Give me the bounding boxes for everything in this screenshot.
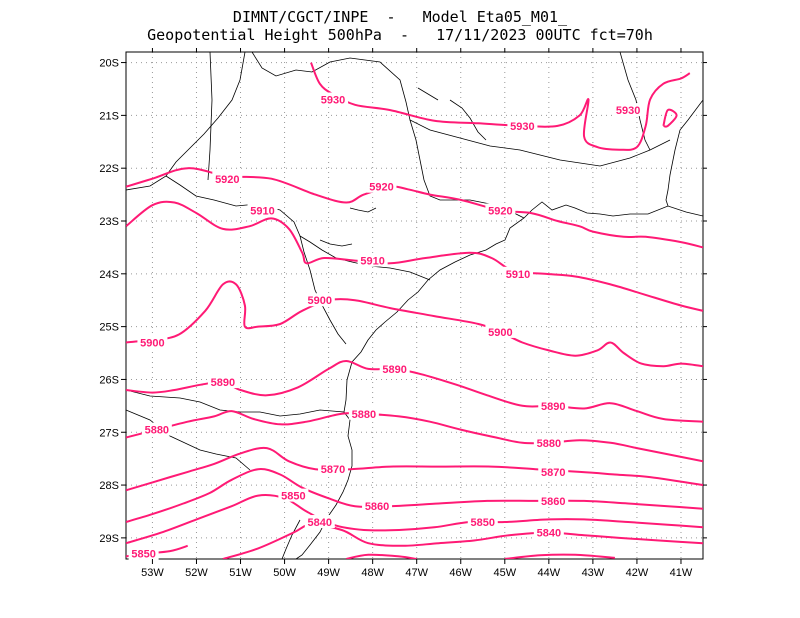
- contour-label-5890: 5890: [382, 364, 406, 376]
- contour-line-5930: [662, 108, 678, 128]
- contour-label-bg: [278, 488, 309, 502]
- contour-label-bg: [362, 499, 393, 513]
- contour-label-5880: 5880: [145, 425, 169, 437]
- x-tick-label: 53W: [141, 567, 164, 579]
- contour-label-5890: 5890: [211, 377, 235, 389]
- contour-label-bg: [613, 103, 644, 117]
- contour-label-bg: [503, 266, 534, 280]
- contour-label-bg: [207, 375, 238, 389]
- contour-label-5900: 5900: [140, 337, 164, 349]
- contour-label-bg: [304, 293, 335, 307]
- contour-label-5880: 5880: [352, 409, 376, 421]
- contour-label-5900: 5900: [308, 295, 332, 307]
- x-tick-label: 44W: [538, 567, 561, 579]
- contour-label-5900: 5900: [488, 327, 512, 339]
- contour-line-5860: [126, 468, 703, 523]
- contour-label-bg: [485, 324, 516, 338]
- contour-label-bg: [318, 92, 349, 106]
- y-tick-label: 22S: [99, 163, 119, 175]
- x-tick-label: 51W: [229, 567, 252, 579]
- contour-line-5880: [126, 410, 703, 463]
- y-tick-label: 23S: [99, 216, 119, 228]
- y-tick-label: 24S: [99, 269, 119, 281]
- contour-label-5910: 5910: [360, 256, 384, 268]
- y-tick-label: 26S: [99, 374, 119, 386]
- contour-line-5900: [126, 280, 703, 368]
- contour-label-bg: [379, 361, 410, 375]
- contour-line-5850: [126, 494, 703, 545]
- contour-label-bg: [128, 546, 159, 560]
- contour-label-5920: 5920: [369, 182, 393, 194]
- contour-label-5930: 5930: [616, 105, 640, 117]
- contour-label-5920: 5920: [488, 205, 512, 217]
- contour-label-5930: 5930: [510, 121, 534, 133]
- y-tick-label: 27S: [99, 427, 119, 439]
- x-tick-label: 42W: [626, 567, 649, 579]
- contour-label-5850: 5850: [281, 491, 305, 503]
- contour-label-bg: [318, 462, 349, 476]
- contour-label-bg: [137, 335, 168, 349]
- contour-label-5870: 5870: [541, 467, 565, 479]
- x-tick-label: 48W: [361, 567, 384, 579]
- contour-line-5870: [126, 446, 703, 492]
- x-tick-label: 46W: [449, 567, 472, 579]
- contour-line-5910: [126, 200, 703, 312]
- contour-label-bg: [247, 203, 278, 217]
- contour-label-5880: 5880: [537, 438, 561, 450]
- contour-label-bg: [507, 118, 538, 132]
- x-tick-label: 41W: [670, 567, 693, 579]
- contour-label-bg: [538, 398, 569, 412]
- y-tick-label: 21S: [99, 110, 119, 122]
- x-axis: 53W 52W 51W 50W 49W 48W 47W 46W 45W 44W 43W 42W 41W: [141, 48, 693, 579]
- x-tick-label: 52W: [185, 567, 208, 579]
- y-tick-label: 25S: [99, 322, 119, 334]
- plot-area: [126, 52, 703, 559]
- contour-line-5830: [504, 553, 615, 559]
- contour-label-bg: [357, 253, 388, 267]
- contour-label-5840: 5840: [308, 517, 332, 529]
- contour-line-5830: [345, 553, 417, 559]
- contour-line-5840: [222, 523, 703, 559]
- contour-label-bg: [304, 515, 335, 529]
- x-tick-label: 50W: [273, 567, 296, 579]
- contour-label-bg: [485, 203, 516, 217]
- chart-title-line1: DIMNT/CGCT/INPE - Model Eta05_M01_: [232, 8, 568, 26]
- contour-labels: 5930 5930 5930 5920 5920 5920 5910 5910 5910 5900…: [128, 92, 644, 561]
- contour-label-bg: [538, 464, 569, 478]
- contour-label-5850: 5850: [131, 549, 155, 561]
- contour-label-5870: 5870: [321, 464, 345, 476]
- contour-label-bg: [533, 525, 564, 539]
- y-tick-label: 28S: [99, 480, 119, 492]
- x-tick-label: 49W: [317, 567, 340, 579]
- contour-label-5910: 5910: [506, 269, 530, 281]
- contour-label-5850: 5850: [471, 517, 495, 529]
- x-tick-label: 47W: [405, 567, 428, 579]
- y-tick-label: 29S: [99, 533, 119, 545]
- contour-line-5930: [310, 62, 691, 151]
- contour-label-bg: [212, 171, 243, 185]
- chart-title-line2: Geopotential Height 500hPa - 17/11/2023 …: [147, 26, 653, 44]
- y-axis: 20S 21S 22S 23S 24S 25S 26S 27S 28S 29S: [99, 58, 707, 545]
- contour-label-bg: [538, 493, 569, 507]
- x-tick-label: 45W: [493, 567, 516, 579]
- contour-label-5920: 5920: [215, 174, 239, 186]
- contour-label-5930: 5930: [321, 95, 345, 107]
- contour-label-bg: [348, 406, 379, 420]
- contour-label-5890: 5890: [541, 401, 565, 413]
- contour-label-bg: [141, 422, 172, 436]
- x-tick-label: 43W: [582, 567, 605, 579]
- contour-label-5840: 5840: [537, 528, 561, 540]
- contour-label-5860: 5860: [541, 496, 565, 508]
- contour-label-bg: [366, 179, 397, 193]
- contour-label-5860: 5860: [365, 501, 389, 513]
- contour-label-bg: [533, 435, 564, 449]
- contour-label-bg: [467, 515, 498, 529]
- y-tick-label: 20S: [99, 58, 119, 70]
- contour-label-5910: 5910: [250, 205, 274, 217]
